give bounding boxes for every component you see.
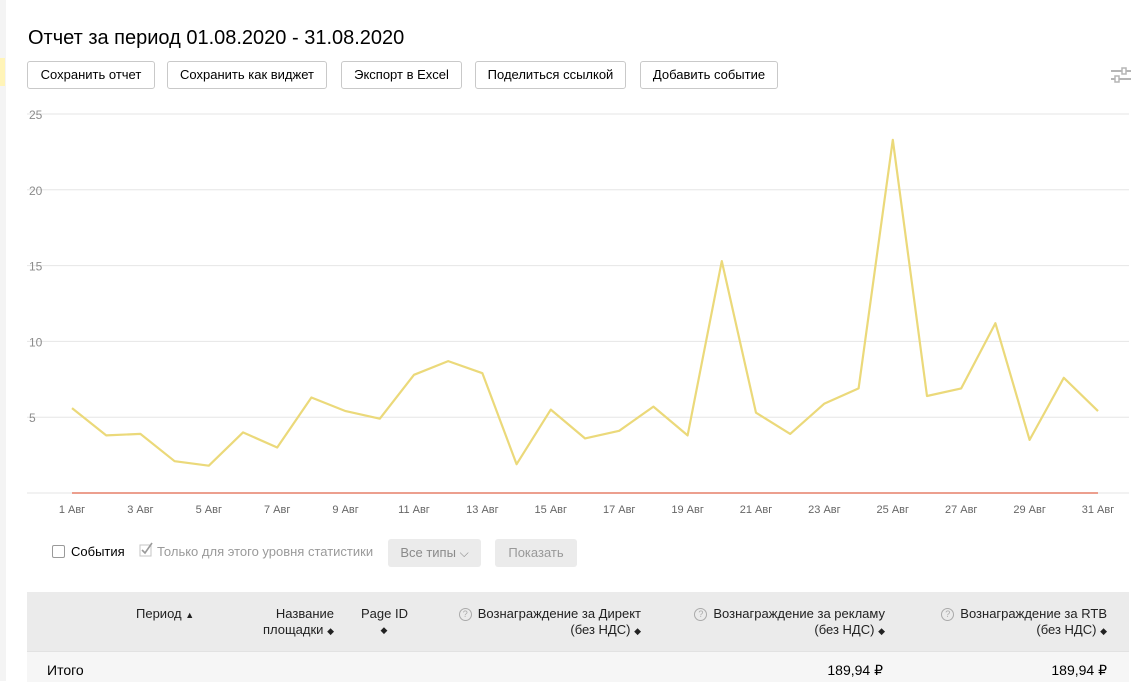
x-tick-label: 3 Авг: [127, 504, 153, 516]
sort-icon: ◆: [634, 626, 641, 636]
x-tick-label: 25 Авг: [877, 504, 909, 516]
x-tick-label: 15 Авг: [535, 504, 567, 516]
sort-icon: ◆: [380, 625, 388, 635]
x-tick-label: 1 Авг: [59, 504, 85, 516]
column-direct-reward[interactable]: ? Вознаграждение за Директ (без НДС) ◆: [455, 606, 641, 639]
x-tick-label: 19 Авг: [671, 504, 703, 516]
total-rtb: 189,94 ₽: [1051, 662, 1107, 678]
column-ads-reward[interactable]: ? Вознаграждение за рекламу (без НДС) ◆: [692, 606, 885, 639]
y-tick-label: 20: [29, 184, 43, 198]
chart-grid: [27, 113, 1129, 494]
chart-series: [71, 138, 1099, 494]
column-rtb-reward[interactable]: ? Вознаграждение за RTB (без НДС) ◆: [939, 606, 1107, 639]
x-tick-label: 5 Авг: [196, 504, 222, 516]
y-axis-ticks: 5 10 15 20 25: [29, 108, 43, 425]
x-axis-ticks: 1 Авг 3 Авг 5 Авг 7 Авг 9 Авг 11 Авг 13 Авг 15 …: [59, 504, 1114, 516]
left-panel-edge: [0, 0, 6, 681]
x-tick-label: 17 Авг: [603, 504, 635, 516]
y-tick-label: 5: [29, 411, 36, 425]
save-report-button[interactable]: Сохранить отчет: [27, 61, 155, 89]
sort-icon: ◆: [327, 626, 334, 636]
sort-icon: ◆: [1100, 626, 1107, 636]
table-header: Период ▲ Название площадки ◆ Page ID ◆ ?…: [27, 592, 1129, 651]
show-button[interactable]: Показать: [495, 539, 577, 567]
all-types-dropdown[interactable]: Все типы ⌵: [388, 539, 481, 567]
events-label: События: [71, 544, 125, 559]
all-types-label: Все типы: [400, 545, 456, 560]
report-table: Период ▲ Название площадки ◆ Page ID ◆ ?…: [27, 592, 1129, 682]
page-title: Отчет за период 01.08.2020 - 31.08.2020: [28, 27, 405, 49]
x-tick-label: 27 Авг: [945, 504, 977, 516]
x-tick-label: 7 Авг: [264, 504, 290, 516]
total-label: Итого: [47, 662, 84, 678]
this-level-checkbox[interactable]: [139, 542, 154, 557]
column-page-id[interactable]: Page ID ◆: [361, 606, 408, 638]
column-site-name[interactable]: Название площадки ◆: [262, 606, 334, 637]
x-tick-label: 21 Авг: [740, 504, 772, 516]
column-period[interactable]: Период ▲: [136, 606, 195, 621]
sort-icon: ◆: [878, 626, 885, 636]
y-tick-label: 15: [29, 260, 43, 274]
save-as-widget-button[interactable]: Сохранить как виджет: [167, 61, 327, 89]
question-circle-icon[interactable]: ?: [694, 608, 708, 621]
x-tick-label: 13 Авг: [466, 504, 498, 516]
add-event-button[interactable]: Добавить событие: [640, 61, 778, 89]
sliders-icon[interactable]: [1110, 66, 1132, 84]
series-line: [71, 138, 1099, 467]
total-row: Итого 189,94 ₽ 189,94 ₽: [27, 651, 1129, 682]
x-tick-label: 9 Авг: [332, 504, 358, 516]
this-level-label: Только для этого уровня статистики: [157, 544, 374, 559]
share-link-button[interactable]: Поделиться ссылкой: [475, 61, 626, 89]
x-tick-label: 11 Авг: [398, 504, 430, 516]
events-checkbox[interactable]: [52, 545, 65, 558]
x-tick-label: 29 Авг: [1013, 504, 1045, 516]
question-circle-icon[interactable]: ?: [941, 608, 955, 621]
question-circle-icon[interactable]: ?: [458, 608, 472, 621]
x-tick-label: 31 Авг: [1082, 504, 1114, 516]
x-tick-label: 23 Авг: [808, 504, 840, 516]
chevron-down-icon: ⌵: [459, 546, 469, 560]
y-tick-label: 25: [29, 108, 43, 122]
y-tick-label: 10: [29, 335, 43, 349]
chart-controls: События Только для этого уровня статисти…: [52, 539, 612, 567]
left-panel-accent: [0, 58, 5, 86]
export-excel-button[interactable]: Экспорт в Excel: [341, 61, 462, 89]
sort-asc-icon: ▲: [185, 610, 195, 620]
total-ads: 189,94 ₽: [827, 662, 883, 678]
income-line-chart: 5 10 15 20 25 1 Авг 3 Авг 5 Авг 7 Авг 9 Авг 11 Ав…: [27, 108, 1129, 516]
